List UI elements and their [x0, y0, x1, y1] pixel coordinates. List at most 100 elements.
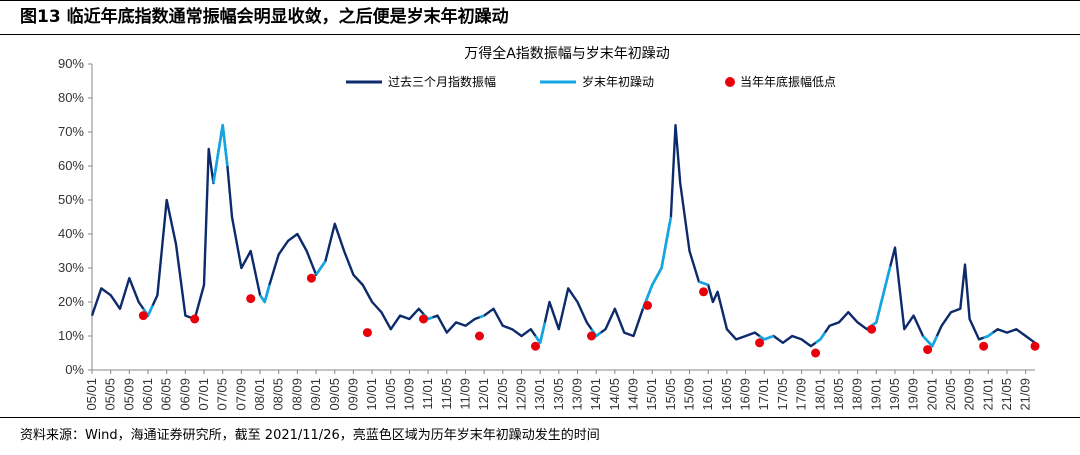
year-end-low-point	[867, 324, 877, 334]
rally-segment	[641, 216, 673, 310]
x-tick-label: 19/01	[868, 378, 883, 411]
x-tick-label: 18/09	[850, 378, 865, 411]
x-tick-label: 15/09	[682, 378, 697, 411]
x-tick-label: 05/05	[103, 378, 118, 411]
legend-label: 当年年底振幅低点	[740, 74, 836, 89]
legend-label: 过去三个月指数振幅	[388, 74, 496, 89]
x-tick-label: 15/05	[663, 378, 678, 411]
y-tick-label: 80%	[58, 90, 84, 105]
rally-segment	[259, 284, 271, 304]
rally-segment	[870, 265, 892, 327]
rally-segment	[590, 328, 602, 338]
x-tick-label: 07/09	[233, 378, 248, 411]
x-tick-label: 21/09	[1018, 378, 1033, 411]
x-tick-label: 12/01	[476, 378, 491, 411]
y-tick-label: 20%	[58, 294, 84, 309]
x-tick-label: 13/05	[551, 378, 566, 411]
x-tick-label: 20/01	[924, 378, 939, 411]
x-tick-label: 08/01	[252, 378, 267, 411]
rally-segment	[922, 335, 939, 348]
x-tick-label: 08/09	[289, 378, 304, 411]
year-end-low-point	[138, 311, 148, 321]
x-tick-label: 14/09	[626, 378, 641, 411]
rally-segment	[479, 314, 485, 319]
rally-segment	[315, 260, 327, 276]
x-tick-label: 21/05	[999, 378, 1014, 411]
x-tick-label: 10/01	[364, 378, 379, 411]
x-tick-label: 05/09	[121, 378, 136, 411]
bottom-rule	[0, 417, 1080, 418]
x-tick-label: 19/09	[906, 378, 921, 411]
x-tick-label: 18/01	[812, 378, 827, 411]
x-tick-label: 16/01	[700, 378, 715, 411]
legend: 过去三个月指数振幅 岁末年初躁动 当年年底振幅低点	[346, 74, 836, 89]
x-tick-label: 16/05	[719, 378, 734, 411]
chart: 万得全A指数振幅与岁末年初躁动 0% 10% 20% 30% 40% 50% 60% 70% 8…	[58, 45, 1040, 411]
year-end-low-point	[418, 314, 428, 324]
x-tick-label: 06/09	[177, 378, 192, 411]
x-tick-label: 11/05	[439, 378, 454, 410]
x-tick-label: 14/01	[588, 378, 603, 411]
y-tick-label: 50%	[58, 192, 84, 207]
axis-layer: 0%10%20%30%40%50%60%70%80%90%05/01 05/05 0…	[58, 56, 1035, 411]
x-tick-label: 13/01	[532, 378, 547, 411]
rally-segment	[758, 334, 775, 341]
y-tick-label: 0%	[65, 362, 84, 377]
x-tick-label: 14/05	[607, 378, 622, 411]
legend-swatch	[725, 77, 735, 87]
x-tick-label: 06/01	[140, 378, 155, 411]
x-tick-label: 18/05	[831, 378, 846, 411]
year-end-low-point	[755, 338, 765, 348]
x-tick-label: 07/05	[215, 378, 230, 411]
amplitude-series-line	[90, 123, 1036, 348]
x-tick-label: 15/01	[644, 378, 659, 411]
y-tick-label: 90%	[58, 56, 84, 71]
y-tick-label: 40%	[58, 226, 84, 241]
year-end-low-point	[190, 314, 200, 324]
chart-title: 万得全A指数振幅与岁末年初躁动	[464, 45, 670, 62]
x-tick-label: 12/09	[513, 378, 528, 411]
x-tick-label: 06/05	[159, 378, 174, 411]
year-end-low-point	[699, 287, 709, 297]
x-tick-label: 09/05	[327, 378, 342, 411]
x-tick-label: 16/09	[738, 378, 753, 411]
year-end-low-point	[1030, 341, 1040, 351]
x-tick-label: 13/09	[570, 378, 585, 411]
year-end-low-point	[979, 341, 989, 351]
x-tick-label: 17/09	[794, 378, 809, 411]
x-tick-label: 07/01	[196, 378, 211, 411]
x-tick-label: 09/09	[345, 378, 360, 411]
rally-segment	[212, 123, 229, 184]
source-note: 资料来源：Wind，海通证券研究所，截至 2021/11/26，亮蓝色区域为历年…	[20, 428, 600, 443]
x-tick-label: 05/01	[84, 378, 99, 411]
year-end-low-point	[474, 331, 484, 341]
x-tick-label: 10/05	[383, 378, 398, 411]
y-tick-label: 70%	[58, 124, 84, 139]
x-tick-label: 11/09	[457, 378, 472, 410]
rally-segment	[142, 304, 154, 317]
figure-title: 图13 临近年底指数通常振幅会明显收敛，之后便是岁末年初躁动	[0, 0, 1080, 35]
x-tick-label: 08/05	[271, 378, 286, 411]
y-tick-label: 60%	[58, 158, 84, 173]
year-end-low-point	[643, 300, 653, 310]
x-tick-label: 17/05	[775, 378, 790, 411]
x-tick-label: 19/05	[887, 378, 902, 411]
x-tick-label: 10/09	[401, 378, 416, 411]
x-tick-label: 20/09	[962, 378, 977, 411]
year-end-low-point	[811, 348, 821, 358]
x-tick-label: 21/01	[980, 378, 995, 411]
year-end-low-point	[587, 331, 597, 341]
series-layer	[90, 123, 1040, 358]
y-tick-label: 30%	[58, 260, 84, 275]
year-end-low-point	[246, 294, 256, 304]
year-end-low-point	[923, 345, 933, 355]
x-tick-label: 20/05	[943, 378, 958, 411]
rally-segment	[698, 280, 709, 287]
x-tick-label: 11/01	[420, 378, 435, 410]
rally-segment	[983, 331, 994, 339]
legend-label: 岁末年初躁动	[582, 74, 654, 89]
year-end-low-point	[306, 273, 316, 283]
x-tick-label: 17/01	[756, 378, 771, 411]
x-tick-label: 12/05	[495, 378, 510, 411]
rally-segment	[534, 322, 547, 345]
